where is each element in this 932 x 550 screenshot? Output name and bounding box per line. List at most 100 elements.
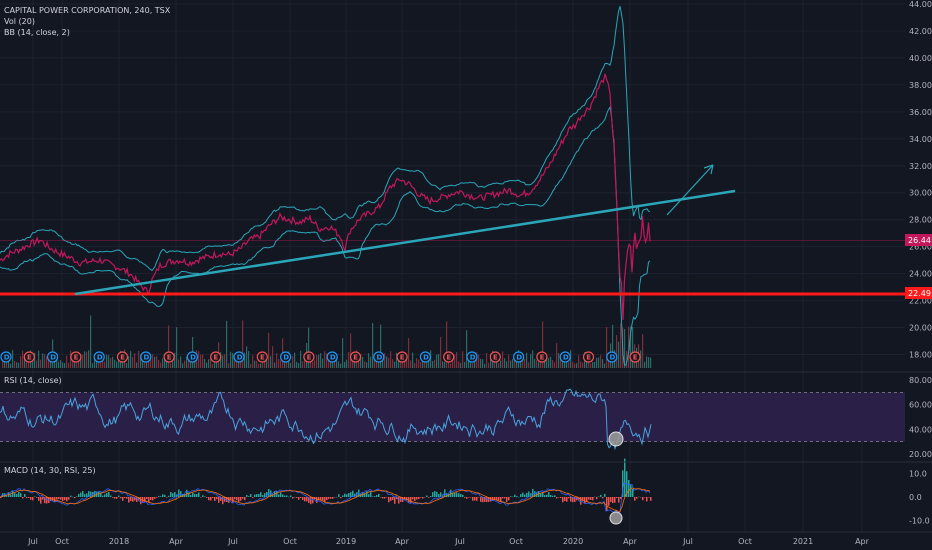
price-line[interactable]: [0, 73, 651, 320]
volume-bar: [86, 351, 88, 368]
event-marker-label: D: [516, 354, 522, 362]
volume-bar: [398, 355, 400, 368]
rsi-legend[interactable]: RSI (14, close): [4, 376, 62, 385]
time-axis[interactable]: Jul Oct 2018 Apr Jul Oct 2019 Apr Jul Oct 2020 Apr J…: [27, 537, 869, 546]
volume-bar: [528, 362, 530, 368]
rsi-pane[interactable]: [0, 388, 905, 451]
earnings-marker[interactable]: [70, 351, 82, 363]
dividend-marker[interactable]: [373, 351, 385, 363]
macd-hist-bar: [566, 497, 568, 502]
volume-bar: [606, 326, 608, 368]
macd-hist-bar: [366, 491, 368, 497]
earnings-marker[interactable]: [629, 351, 641, 363]
signal-line[interactable]: [0, 487, 651, 512]
volume-bar: [166, 361, 168, 368]
projection-arrow[interactable]: [666, 164, 714, 216]
macd-hist-bar: [444, 489, 446, 497]
dividend-marker[interactable]: [93, 351, 105, 363]
macd-axis[interactable]: -10.0 0.0 10.0: [909, 469, 930, 525]
event-marker-label: E: [120, 354, 125, 362]
time-tick-label: Oct: [283, 537, 297, 546]
macd-hist-bar: [300, 497, 302, 498]
earnings-marker[interactable]: [582, 351, 595, 363]
earnings-marker[interactable]: [443, 351, 455, 363]
earnings-marker[interactable]: [303, 351, 315, 363]
volume-bar: [552, 360, 554, 368]
macd-pane[interactable]: [0, 458, 652, 525]
macd-hist-bar: [102, 495, 104, 497]
macd-hist-bar: [140, 497, 142, 505]
macd-hist-bar: [302, 497, 304, 500]
dividend-marker[interactable]: [559, 351, 571, 363]
volume-bar: [396, 352, 398, 368]
earnings-marker[interactable]: [396, 351, 408, 363]
volume-bar: [40, 359, 42, 368]
price-tick-label: 22.00: [909, 297, 932, 306]
dividend-marker[interactable]: [606, 351, 618, 363]
volume-bar: [612, 324, 614, 368]
dividend-marker[interactable]: [326, 351, 338, 363]
macd-hist-bar: [560, 497, 562, 499]
rsi-band: [0, 392, 905, 442]
earnings-marker[interactable]: [489, 351, 501, 363]
price-axis[interactable]: 18.00 20.00 22.00 24.00 26.00 28.00 30.00 32.00…: [909, 0, 932, 360]
macd-hist-bar: [618, 497, 620, 503]
volume-bar: [126, 363, 128, 368]
macd-hist-bar: [608, 497, 610, 506]
earnings-marker[interactable]: [536, 351, 548, 363]
volume-legend[interactable]: Vol (20): [4, 17, 35, 26]
volume-bar: [246, 346, 248, 368]
dividend-marker[interactable]: [512, 351, 525, 363]
earnings-marker[interactable]: [116, 351, 129, 363]
macd-hist-bar: [168, 495, 170, 497]
macd-hist-bar: [368, 494, 370, 497]
bb-legend[interactable]: BB (14, close, 2): [4, 28, 70, 37]
macd-hist-bar: [162, 494, 164, 497]
macd-highlight[interactable]: [609, 511, 623, 525]
dividend-marker[interactable]: [186, 351, 198, 363]
earnings-marker[interactable]: [349, 351, 362, 363]
macd-hist-bar: [12, 491, 14, 497]
macd-legend[interactable]: MACD (14, 30, RSI, 25): [4, 466, 96, 475]
rsi-axis[interactable]: 20.00 40.00 60.00 80.00: [909, 376, 932, 459]
earnings-marker[interactable]: [23, 351, 35, 363]
volume-bar: [258, 363, 260, 368]
macd-hist-bar: [490, 497, 492, 502]
dividend-marker[interactable]: [46, 351, 59, 363]
volume-bar: [462, 351, 464, 368]
drawings[interactable]: [0, 164, 905, 296]
volume-bar: [490, 359, 492, 368]
macd-hist-bar: [540, 493, 542, 497]
macd-hist-bar: [370, 491, 372, 497]
macd-hist-bar: [564, 497, 566, 501]
price-series[interactable]: [0, 73, 651, 320]
earnings-marker[interactable]: [163, 351, 175, 363]
macd-hist-bar: [132, 497, 134, 502]
rsi-line[interactable]: [0, 388, 652, 451]
macd-hist-bar: [386, 497, 388, 498]
projection-arrow-head: [703, 164, 714, 175]
volume-bar: [18, 362, 20, 368]
earnings-marker[interactable]: [256, 351, 268, 363]
volume-bar: [532, 350, 534, 368]
macd-hist-bar: [30, 497, 32, 500]
macd-hist-bar: [352, 490, 354, 497]
volume-bar: [426, 357, 428, 368]
dividend-marker[interactable]: [466, 351, 478, 363]
volume-bar: [488, 362, 490, 368]
event-marker-label: D: [330, 354, 336, 362]
dividend-marker[interactable]: [0, 351, 12, 363]
earnings-marker[interactable]: [210, 351, 222, 363]
macd-line[interactable]: [0, 482, 651, 515]
dividend-marker[interactable]: [419, 351, 431, 363]
rsi-highlight[interactable]: [608, 431, 624, 447]
volume-bar: [268, 332, 270, 368]
macd-hist-bar: [200, 497, 202, 498]
dividend-marker[interactable]: [140, 351, 152, 363]
trend-line[interactable]: [74, 189, 736, 296]
dividend-marker[interactable]: [280, 351, 292, 363]
volume-bar: [370, 356, 372, 368]
dividend-marker[interactable]: [233, 351, 245, 363]
